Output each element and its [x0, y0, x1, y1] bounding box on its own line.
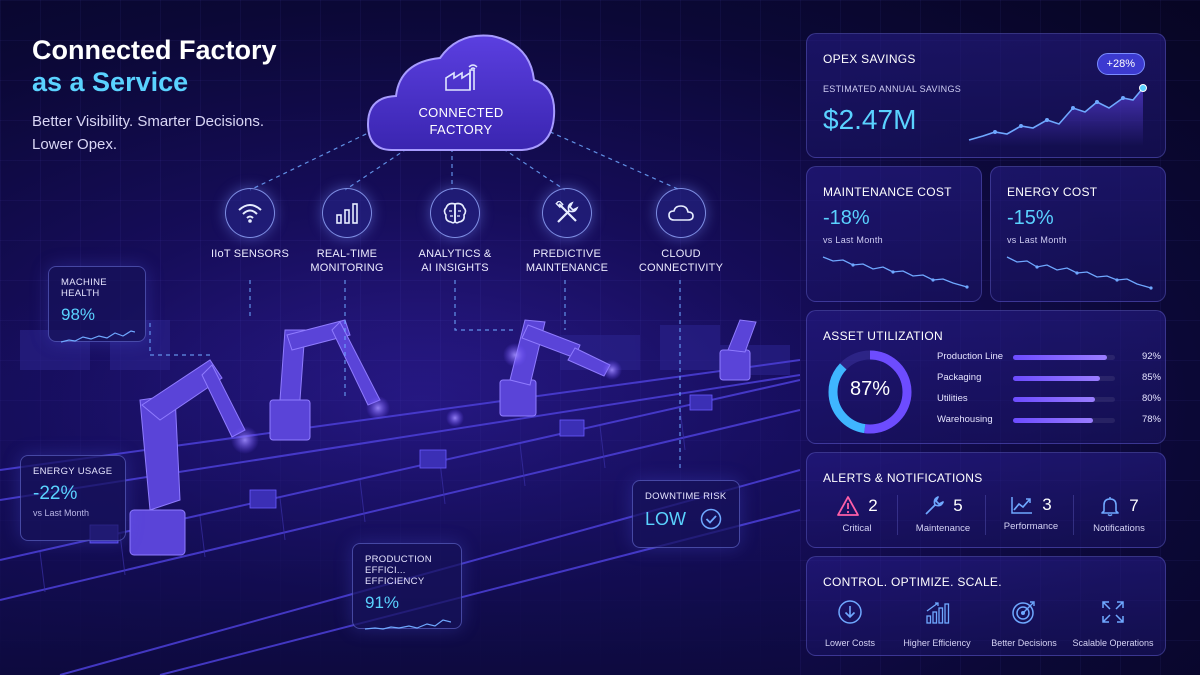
utilization-row: Utilities 80%: [937, 393, 1161, 404]
energy-usage-value: -22%: [33, 483, 78, 504]
machine-health-value: 98%: [61, 305, 96, 324]
service-iiot-sensors[interactable]: IIoT SENSORS: [190, 188, 310, 261]
factory-wifi-icon: [445, 64, 478, 91]
utilization-row: Production Line 92%: [937, 351, 1161, 362]
utilization-row: Warehousing 78%: [937, 414, 1161, 425]
utilization-bar-fill: [1013, 376, 1100, 381]
bar-chart-icon: [336, 203, 358, 224]
alerts-divider: [985, 495, 986, 535]
tools-icon: [555, 201, 579, 223]
wrench-icon: [925, 496, 945, 515]
down-arrow-icon: [838, 600, 862, 624]
production-efficiency-value: 91%: [365, 593, 400, 612]
cloud-shape: [366, 34, 556, 151]
opex-savings-panel[interactable]: OPEX SAVINGS +28% ESTIMATED ANNUAL SAVIN…: [806, 33, 1166, 158]
opex-value: $2.47M: [823, 104, 917, 135]
energy-cost-panel[interactable]: ENERGY COST -15% vs Last Month: [990, 166, 1166, 302]
alerts-panel[interactable]: ALERTS & NOTIFICATIONS 2 Critical 5 Main…: [806, 452, 1166, 548]
control-panel[interactable]: CONTROL. OPTIMIZE. SCALE. Lower Costs Hi…: [806, 556, 1166, 656]
hero-section: Connected Factory as a Service Better Vi…: [32, 34, 277, 156]
alerts-divider: [1073, 495, 1074, 535]
control-better-decisions[interactable]: Better Decisions: [976, 599, 1072, 648]
expand-icon: [1102, 601, 1124, 623]
energy-cost-sparkline: [1006, 256, 1153, 290]
machine-health-widget[interactable]: MACHINE HEALTH 98%: [48, 266, 146, 343]
opex-trend-chart: [968, 84, 1147, 146]
machine-health-sparkline: [60, 330, 136, 343]
alert-notifications[interactable]: 7 Notifications: [1093, 496, 1145, 534]
utilization-row: Packaging 85%: [937, 372, 1161, 383]
maintenance-cost-sparkline: [822, 256, 969, 289]
utilization-bar-fill: [1013, 355, 1107, 360]
cloud-icon: [668, 205, 694, 221]
alert-critical[interactable]: 2 Critical: [817, 495, 897, 534]
target-icon: [1012, 601, 1035, 624]
brain-icon: [443, 202, 467, 224]
control-scalable-operations[interactable]: Scalable Operations: [1065, 599, 1161, 648]
service-real-time-monitoring[interactable]: REAL-TIME MONITORING: [287, 188, 407, 275]
hero-title: Connected Factory: [32, 35, 277, 65]
utilization-overall-value: 87%: [849, 378, 891, 400]
utilization-donut-arc: [828, 350, 912, 434]
check-circle-icon: [700, 508, 722, 530]
alert-maintenance[interactable]: 5 Maintenance: [915, 496, 971, 534]
service-predictive-maintenance[interactable]: PREDICTIVE MAINTENANCE: [507, 188, 627, 275]
control-higher-efficiency[interactable]: Higher Efficiency: [889, 599, 985, 648]
wifi-icon: [238, 204, 262, 223]
downtime-risk-value: LOW: [645, 508, 687, 529]
downtime-risk-widget[interactable]: DOWNTIME RISK LOW: [632, 480, 740, 548]
bell-icon: [1101, 497, 1120, 517]
service-analytics-ai[interactable]: ANALYTICS & AI INSIGHTS: [395, 188, 515, 275]
service-cloud-connectivity[interactable]: CLOUD CONNECTIVITY: [621, 188, 741, 275]
utilization-bar-fill: [1013, 418, 1093, 423]
asset-utilization-panel[interactable]: ASSET UTILIZATION 87% Production Line 92…: [806, 310, 1166, 444]
energy-usage-widget[interactable]: ENERGY USAGE -22% vs Last Month: [20, 455, 126, 541]
utilization-bar-fill: [1013, 397, 1095, 402]
warning-icon: [837, 496, 860, 516]
maintenance-cost-value: -18%: [823, 207, 870, 229]
energy-cost-value: -15%: [1007, 207, 1054, 229]
trend-icon: [1011, 497, 1033, 514]
cloud-label: CONNECTED FACTORY: [418, 105, 504, 137]
alert-performance[interactable]: 3 Performance: [1003, 495, 1059, 532]
alerts-divider: [897, 495, 898, 535]
opex-growth-badge: +28%: [1096, 53, 1145, 75]
production-efficiency-widget[interactable]: PRODUCTION EFFICI... EFFICIENCY 91%: [352, 543, 462, 630]
utilization-donut: [828, 350, 912, 434]
utilization-donut-arc-accent: [828, 350, 912, 434]
production-efficiency-sparkline: [364, 619, 452, 630]
hero-subtitle: as a Service: [32, 67, 189, 97]
opex-title: OPEX SAVINGS: [823, 52, 916, 66]
maintenance-cost-panel[interactable]: MAINTENANCE COST -18% vs Last Month: [806, 166, 982, 302]
rising-bars-icon: [926, 602, 950, 624]
control-lower-costs[interactable]: Lower Costs: [802, 599, 898, 648]
hero-tagline: Better Visibility. Smarter Decisions. Lo…: [32, 113, 265, 153]
